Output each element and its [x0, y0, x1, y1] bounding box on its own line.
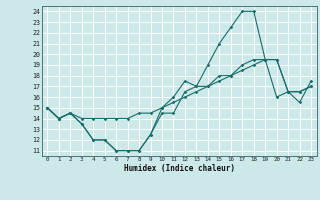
X-axis label: Humidex (Indice chaleur): Humidex (Indice chaleur) — [124, 164, 235, 173]
